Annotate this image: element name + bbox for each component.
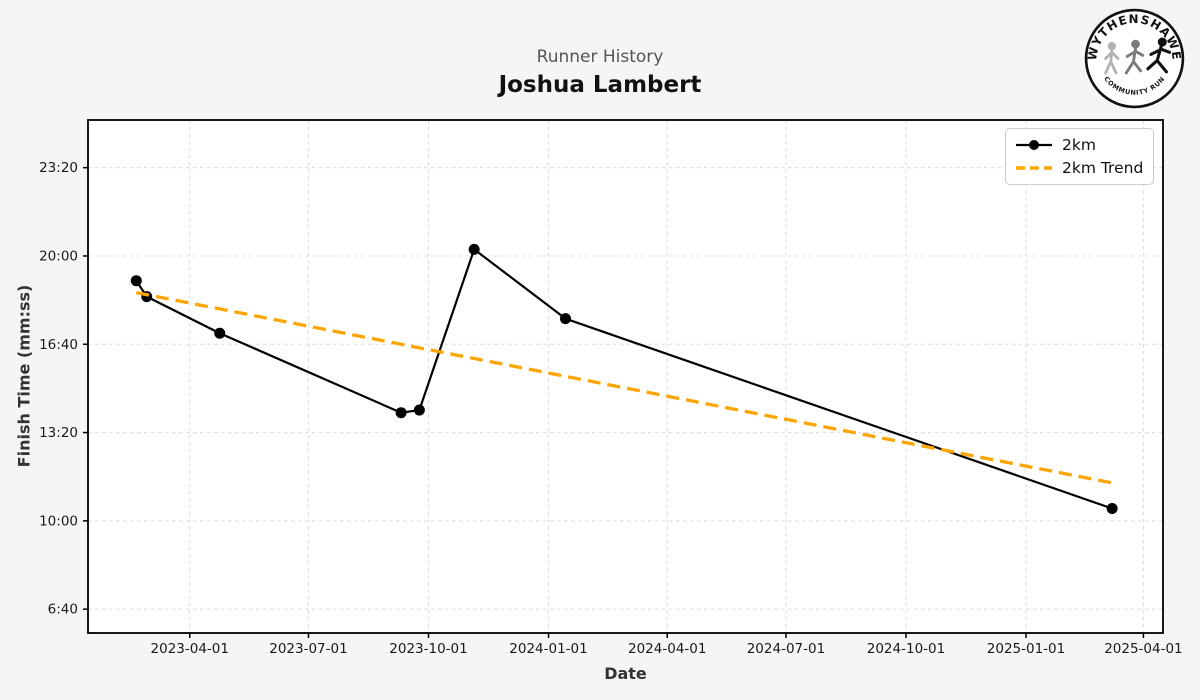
club-logo: WYTHENSHAWE COMMUNITY RUN [1084, 8, 1185, 109]
legend: 2km 2km Trend [1005, 128, 1154, 185]
axes-background [88, 120, 1163, 633]
series-2km-trend [135, 290, 1113, 485]
data-point [559, 313, 571, 325]
x-tick-label: 2024-04-01 [628, 641, 706, 657]
legend-item-2km-trend: 2km Trend [1015, 159, 1144, 177]
y-tick-label: 16:40 [39, 337, 78, 353]
y-tick-label: 23:20 [39, 160, 78, 176]
x-tick-label: 2023-04-01 [151, 641, 229, 657]
tick-marks [83, 166, 1145, 638]
walker-icon [1104, 42, 1120, 75]
data-point [130, 275, 142, 287]
y-tick-label: 10:00 [39, 513, 78, 529]
x-axis-label: Date [604, 664, 647, 683]
chart-subtitle: Runner History [536, 47, 664, 67]
data-point [214, 327, 226, 339]
legend-line-sample-2km-trend [1016, 166, 1052, 170]
legend-line-sample-2km [1016, 140, 1052, 150]
data-point [395, 407, 407, 419]
data-point [468, 243, 480, 255]
legend-label-2km: 2km [1062, 136, 1096, 154]
y-tick-label: 20:00 [39, 248, 78, 264]
legend-item-2km: 2km [1015, 136, 1144, 154]
chart-title: Joshua Lambert [498, 72, 702, 98]
legend-label-2km-trend: 2km Trend [1062, 159, 1144, 177]
gridlines [88, 120, 1163, 633]
series-line [135, 290, 1113, 485]
x-tick-label: 2024-01-01 [509, 641, 587, 657]
y-tick-label: 13:20 [39, 425, 78, 441]
data-point [1106, 503, 1118, 515]
plot-border [87, 119, 1164, 634]
x-tick-label: 2025-01-01 [987, 641, 1065, 657]
tick-labels: 2023-04-01 2023-07-01 2023-10-01 2024-01-01… [39, 160, 1183, 657]
y-axis-label: Finish Time (mm:ss) [14, 284, 34, 468]
runner-icon [1146, 37, 1172, 74]
x-tick-label: 2024-07-01 [747, 641, 825, 657]
x-tick-label: 2024-10-01 [867, 641, 945, 657]
x-tick-label: 2023-07-01 [269, 641, 347, 657]
x-tick-label: 2025-04-01 [1104, 641, 1182, 657]
y-tick-label: 6:40 [48, 602, 78, 618]
jogger-icon [1124, 39, 1145, 75]
runner-icons [1104, 37, 1172, 75]
x-tick-label: 2023-10-01 [389, 641, 467, 657]
series-line [135, 247, 1113, 510]
data-point [413, 404, 425, 416]
